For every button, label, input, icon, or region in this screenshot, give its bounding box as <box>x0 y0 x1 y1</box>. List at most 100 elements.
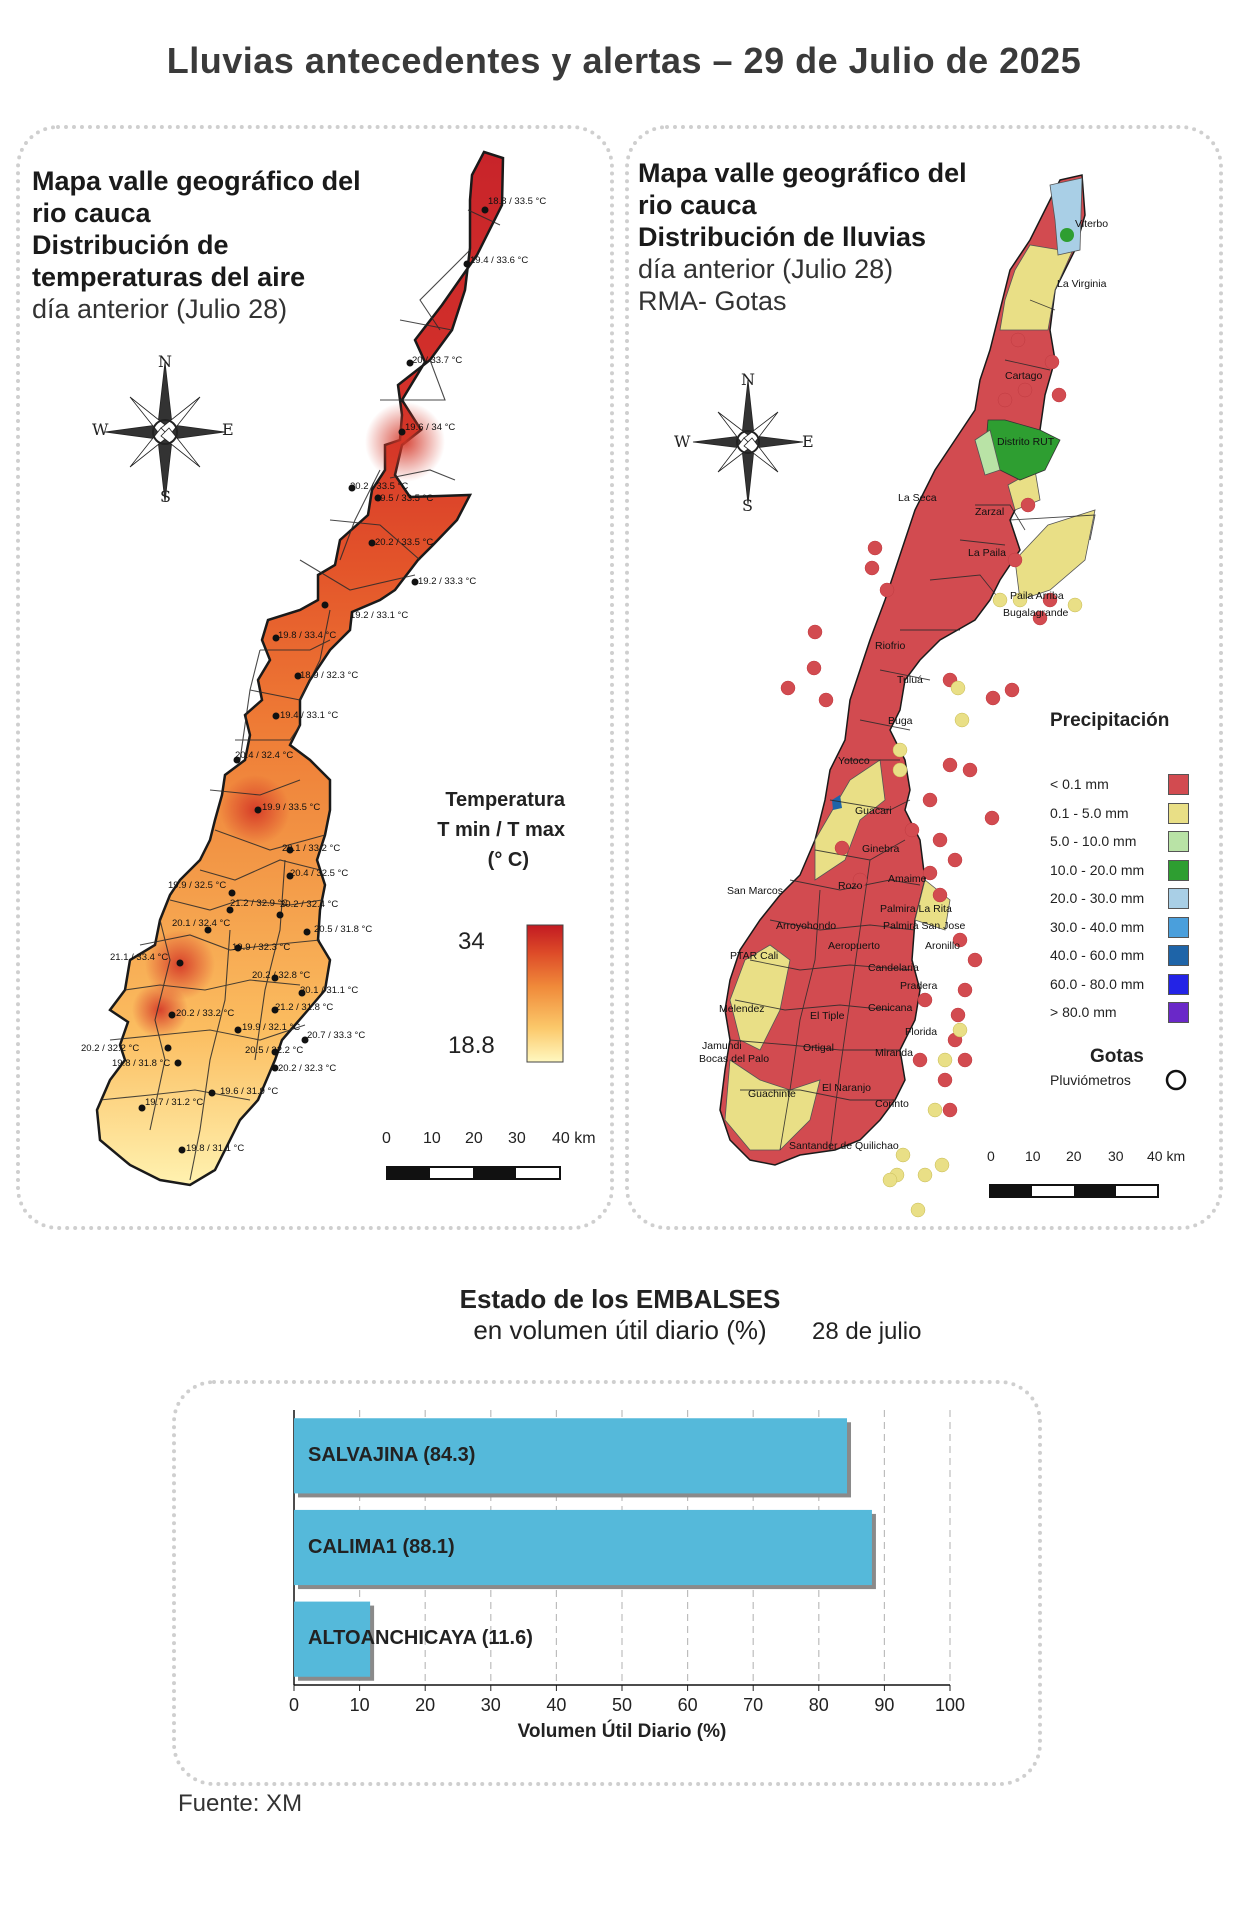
precipitation-legend-label: > 80.0 mm <box>1050 1004 1117 1020</box>
compass-e-label: E <box>222 420 234 439</box>
station-label: 20 / 33.7 °C <box>412 355 463 366</box>
station-label: 18.9 / 32.3 °C <box>300 670 359 681</box>
embalses-chart-panel <box>172 1380 1042 1786</box>
station-label: 20.2 / 33.5 °C <box>375 537 434 548</box>
x-tick-label: 40 <box>546 1695 567 1715</box>
scale-label: 30 <box>1108 1148 1124 1164</box>
town-label: Palmira San Jose <box>883 920 966 932</box>
town-label: La Virginia <box>1057 278 1107 290</box>
rain-map-title: Mapa valle geográfico del rio cauca Dist… <box>638 158 967 316</box>
x-tick-label: 0 <box>288 1695 299 1715</box>
station-label: 20.4 / 32.4 °C <box>235 750 294 761</box>
town-label: Melendez <box>719 1003 765 1015</box>
station-label: 19.2 / 33.3 °C <box>418 576 477 587</box>
compass-w-label: W <box>674 432 691 451</box>
precipitation-legend-label: 10.0 - 20.0 mm <box>1050 861 1145 878</box>
x-tick-label: 50 <box>611 1695 633 1715</box>
town-label: Distrito RUT <box>997 436 1055 448</box>
precipitation-legend-label: 60.0 - 80.0 mm <box>1050 975 1145 992</box>
station-label: 20.5 / 32.2 °C <box>245 1045 304 1056</box>
scale-label: 30 <box>508 1130 526 1147</box>
station-label: 18.8 / 33.5 °C <box>488 196 547 207</box>
station-label: 19.7 / 31.2 °C <box>145 1097 204 1108</box>
station-label: 19.4 / 33.6 °C <box>470 255 529 266</box>
scale-label: 40 km <box>552 1130 596 1147</box>
precipitation-legend-swatch <box>1168 973 1189 995</box>
rain-map-panel <box>625 125 1223 1230</box>
precipitation-legend-swatch <box>1168 945 1189 966</box>
precipitation-legend-label: < 0.1 mm <box>1050 776 1109 792</box>
gotas-title: Gotas <box>1090 1046 1144 1067</box>
station-label: 19.9 / 32.1 °C <box>242 1022 301 1033</box>
town-label: El Tiple <box>810 1010 845 1022</box>
embalses-title: Estado de los EMBALSES en volumen útil d… <box>459 1284 781 1345</box>
scale-label: 10 <box>1025 1148 1041 1164</box>
station-label: 20.4 / 32.5 °C <box>290 868 349 879</box>
scale-label: 40 km <box>1147 1148 1186 1164</box>
town-label: La Seca <box>898 492 937 504</box>
precipitation-legend-label: 20.0 - 30.0 mm <box>1050 890 1145 906</box>
station-label: 19.6 / 34 °C <box>405 422 456 433</box>
scale-label: 10 <box>423 1130 441 1147</box>
station-label: 20.7 / 33.3 °C <box>307 1030 366 1041</box>
scale-label: 0 <box>382 1130 391 1147</box>
precipitation-legend-swatch <box>1168 888 1189 909</box>
town-label: Bugalagrande <box>1003 607 1069 619</box>
town-label: Pradera <box>900 980 938 992</box>
station-label: 21.2 / 31.8 °C <box>275 1002 334 1013</box>
x-tick-label: 30 <box>480 1695 501 1715</box>
compass-w-label: W <box>92 420 109 439</box>
town-label: Zarzal <box>975 506 1005 518</box>
station-label: 19.4 / 33.1 °C <box>280 710 339 721</box>
precipitation-legend-swatch <box>1168 859 1189 881</box>
station-label: 19.5 / 33.5 °C <box>375 493 434 504</box>
town-label: Buga <box>888 715 913 727</box>
temperature-legend-min: 18.8 <box>448 1032 495 1059</box>
precipitation-legend-label: 5.0 - 10.0 mm <box>1050 833 1137 849</box>
town-label: Tuluá <box>897 674 923 686</box>
precipitation-legend-title: Precipitación <box>1050 710 1170 731</box>
x-tick-label: 80 <box>808 1695 829 1715</box>
bar-label: CALIMA1 (88.1) <box>308 1535 455 1558</box>
town-label: Riofrio <box>875 640 906 652</box>
town-label: PTAR Cali <box>730 950 779 962</box>
page-title: Lluvias antecedentes y alertas – 29 de J… <box>166 40 1082 81</box>
town-label: Ginebra <box>862 843 900 855</box>
town-label: Cartago <box>1005 370 1043 382</box>
town-label: Arroyohondo <box>776 920 837 932</box>
station-label: 20.5 / 31.8 °C <box>314 924 373 935</box>
compass-n-label: N <box>158 352 172 371</box>
station-label: 20.1 / 33.2 °C <box>282 843 341 854</box>
precipitation-legend-label: 40.0 - 60.0 mm <box>1050 947 1145 963</box>
town-label: Aeropuerto <box>828 940 880 952</box>
town-label: Viterbo <box>1075 218 1109 230</box>
temperature-map-panel <box>16 125 614 1230</box>
station-label: 20.2 / 32.4 °C <box>280 899 339 910</box>
scale-label: 20 <box>1066 1148 1082 1164</box>
town-label: Rozo <box>838 880 863 892</box>
town-label: Florida <box>905 1026 938 1038</box>
town-label: Amaime <box>888 873 927 885</box>
station-label: 19.9 / 32.3 °C <box>232 942 291 953</box>
precipitation-legend-label: 30.0 - 40.0 mm <box>1050 918 1145 935</box>
x-axis-label: Volumen Útil Diario (%) <box>517 1721 727 1742</box>
compass-s-label: S <box>742 496 753 515</box>
compass-s-label: S <box>160 487 171 506</box>
station-label: 19.9 / 32.5 °C <box>168 880 227 891</box>
town-label: Palmira La Rita <box>880 903 952 915</box>
x-tick-label: 60 <box>677 1695 698 1715</box>
station-label: 19.9 / 33.5 °C <box>262 802 321 813</box>
town-label: Jamundi <box>702 1040 742 1052</box>
x-tick-label: 90 <box>874 1695 895 1715</box>
temperature-map-title: Mapa valle geográfico del rio cauca Dist… <box>32 166 361 324</box>
station-label: 20.1 / 31.1 °C <box>300 985 359 996</box>
town-label: Santander de Quilichao <box>789 1140 899 1152</box>
town-label: Guacari <box>855 805 892 817</box>
precipitation-legend-swatch <box>1168 1002 1189 1023</box>
town-label: Paila Arriba <box>1010 590 1064 602</box>
town-label: San Marcos <box>727 885 784 897</box>
station-label: 20.2 / 32.8 °C <box>252 970 311 981</box>
x-tick-label: 20 <box>415 1695 436 1715</box>
station-label: 20.2 / 32.2 °C <box>81 1043 140 1054</box>
station-label: 19.8 / 33.4 °C <box>278 630 337 641</box>
